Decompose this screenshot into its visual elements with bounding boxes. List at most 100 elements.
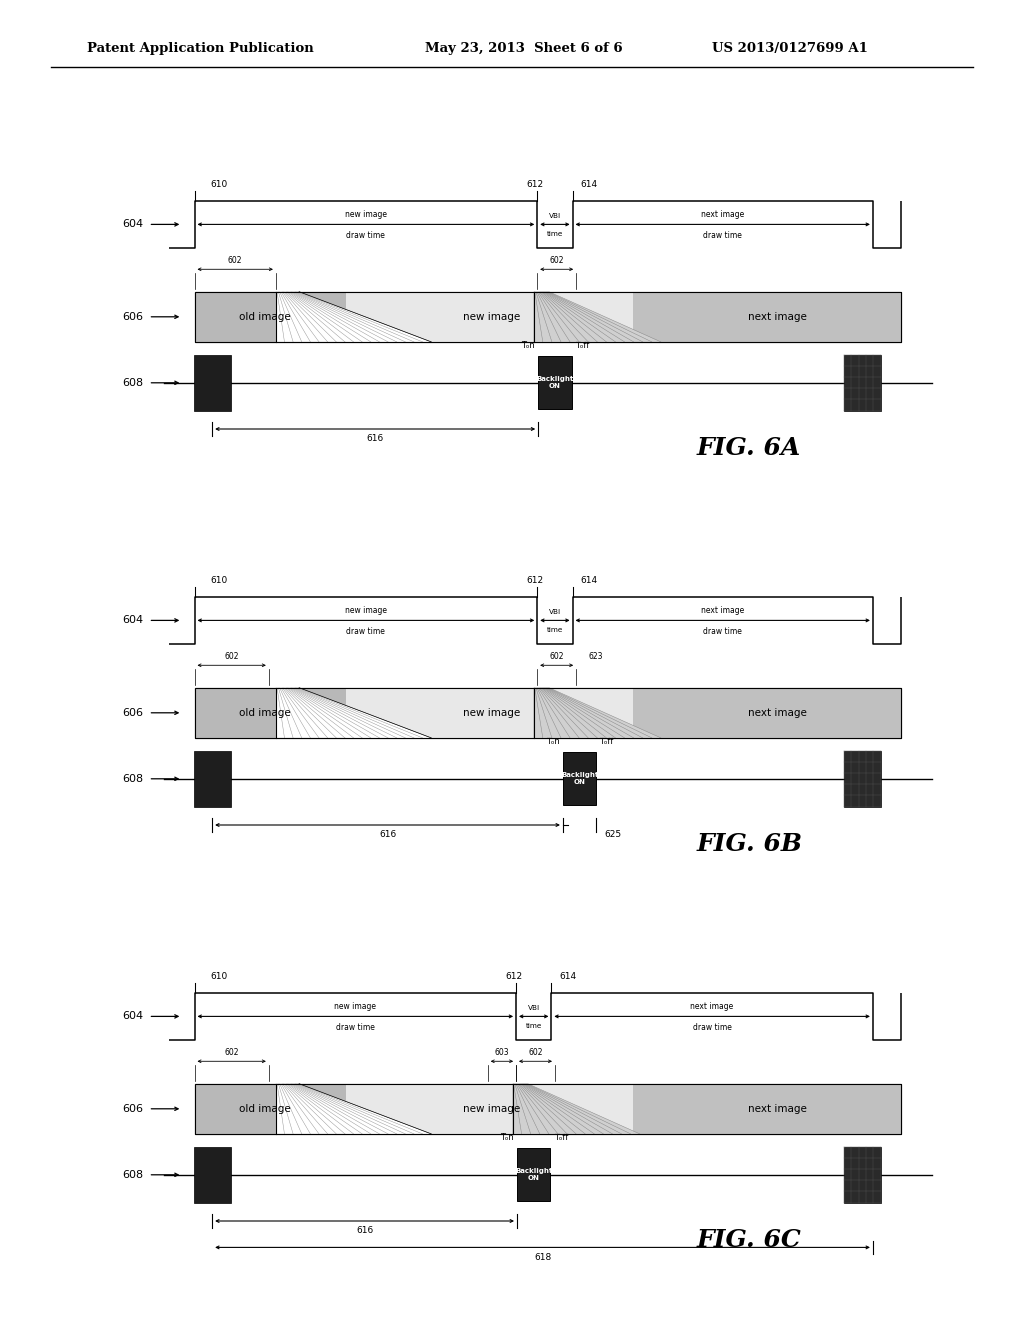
Text: US 2013/0127699 A1: US 2013/0127699 A1 bbox=[712, 42, 867, 55]
Bar bbox=[539, 356, 571, 409]
Text: 602: 602 bbox=[228, 256, 243, 265]
Bar bbox=[633, 688, 901, 738]
Text: new image: new image bbox=[463, 708, 520, 718]
Text: time: time bbox=[525, 1023, 542, 1030]
Text: 602: 602 bbox=[550, 652, 564, 661]
Bar bbox=[844, 751, 881, 807]
Bar bbox=[633, 1084, 901, 1134]
Text: 616: 616 bbox=[367, 434, 384, 444]
Polygon shape bbox=[275, 1084, 431, 1134]
Bar bbox=[195, 688, 346, 738]
Text: 618: 618 bbox=[534, 1253, 551, 1262]
Text: 606: 606 bbox=[122, 312, 143, 322]
Text: draw time: draw time bbox=[346, 627, 385, 636]
Text: time: time bbox=[547, 231, 563, 238]
Text: old image: old image bbox=[240, 312, 291, 322]
Text: 610: 610 bbox=[211, 576, 228, 585]
Text: 612: 612 bbox=[526, 180, 544, 189]
Polygon shape bbox=[513, 1084, 640, 1134]
Text: 614: 614 bbox=[559, 972, 577, 981]
Text: Tₒff: Tₒff bbox=[554, 1133, 568, 1142]
Bar bbox=[194, 1147, 230, 1203]
Bar bbox=[563, 752, 596, 805]
Text: old image: old image bbox=[240, 708, 291, 718]
Text: Tₒn: Tₒn bbox=[521, 341, 536, 350]
Text: 602: 602 bbox=[528, 1048, 543, 1057]
Text: new image: new image bbox=[463, 1104, 520, 1114]
Text: Tₒff: Tₒff bbox=[574, 341, 589, 350]
Bar bbox=[195, 292, 901, 342]
Text: 604: 604 bbox=[122, 1011, 143, 1022]
Text: Tₒff: Tₒff bbox=[599, 737, 613, 746]
Text: new image: new image bbox=[345, 210, 387, 219]
Bar bbox=[844, 1147, 881, 1203]
Text: VBI: VBI bbox=[549, 213, 561, 219]
Text: 602: 602 bbox=[224, 652, 239, 661]
Text: Tₒn: Tₒn bbox=[546, 737, 560, 746]
Text: 612: 612 bbox=[526, 576, 544, 585]
Bar bbox=[195, 688, 901, 738]
Text: draw time: draw time bbox=[336, 1023, 375, 1032]
Text: draw time: draw time bbox=[703, 627, 742, 636]
Text: FIG. 6B: FIG. 6B bbox=[696, 832, 803, 855]
Text: Tₒn: Tₒn bbox=[500, 1133, 514, 1142]
Text: draw time: draw time bbox=[703, 231, 742, 240]
Bar bbox=[517, 1148, 551, 1201]
Text: 606: 606 bbox=[122, 1104, 143, 1114]
Text: FIG. 6C: FIG. 6C bbox=[696, 1228, 801, 1251]
Text: Backlight
ON: Backlight ON bbox=[537, 376, 573, 389]
Text: 604: 604 bbox=[122, 615, 143, 626]
Text: 610: 610 bbox=[211, 180, 228, 189]
Text: 614: 614 bbox=[581, 576, 598, 585]
Polygon shape bbox=[275, 688, 431, 738]
Polygon shape bbox=[534, 688, 660, 738]
Text: next image: next image bbox=[749, 708, 807, 718]
Bar bbox=[195, 1084, 346, 1134]
Text: 608: 608 bbox=[122, 378, 143, 388]
Polygon shape bbox=[275, 292, 431, 342]
Text: 608: 608 bbox=[122, 1170, 143, 1180]
Bar bbox=[195, 292, 346, 342]
Text: May 23, 2013  Sheet 6 of 6: May 23, 2013 Sheet 6 of 6 bbox=[425, 42, 623, 55]
Bar bbox=[346, 688, 633, 738]
Text: new image: new image bbox=[463, 312, 520, 322]
Bar bbox=[195, 1084, 901, 1134]
Text: 608: 608 bbox=[122, 774, 143, 784]
Text: FIG. 6A: FIG. 6A bbox=[696, 436, 801, 459]
Text: time: time bbox=[547, 627, 563, 634]
Bar bbox=[195, 292, 901, 342]
Text: 604: 604 bbox=[122, 219, 143, 230]
Text: new image: new image bbox=[334, 1002, 376, 1011]
Text: new image: new image bbox=[345, 606, 387, 615]
Bar bbox=[195, 1084, 901, 1134]
Text: 610: 610 bbox=[211, 972, 228, 981]
Polygon shape bbox=[534, 292, 660, 342]
Text: Backlight
ON: Backlight ON bbox=[561, 772, 598, 785]
Text: 602: 602 bbox=[224, 1048, 239, 1057]
Bar bbox=[346, 1084, 633, 1134]
Text: 614: 614 bbox=[581, 180, 598, 189]
Bar bbox=[844, 355, 881, 411]
Bar bbox=[346, 292, 633, 342]
Bar bbox=[195, 688, 901, 738]
Text: 625: 625 bbox=[604, 830, 622, 840]
Bar bbox=[194, 751, 230, 807]
Text: 602: 602 bbox=[550, 256, 564, 265]
Text: Patent Application Publication: Patent Application Publication bbox=[87, 42, 313, 55]
Text: 623: 623 bbox=[589, 652, 603, 661]
Bar bbox=[633, 292, 901, 342]
Text: 606: 606 bbox=[122, 708, 143, 718]
Text: next image: next image bbox=[701, 210, 744, 219]
Text: 612: 612 bbox=[506, 972, 522, 981]
Text: 616: 616 bbox=[356, 1226, 373, 1236]
Text: draw time: draw time bbox=[692, 1023, 731, 1032]
Text: VBI: VBI bbox=[527, 1005, 540, 1011]
Text: 603: 603 bbox=[495, 1048, 509, 1057]
Text: 616: 616 bbox=[379, 830, 396, 840]
Text: draw time: draw time bbox=[346, 231, 385, 240]
Text: VBI: VBI bbox=[549, 609, 561, 615]
Text: next image: next image bbox=[749, 312, 807, 322]
Text: next image: next image bbox=[690, 1002, 734, 1011]
Bar bbox=[194, 355, 230, 411]
Text: next image: next image bbox=[701, 606, 744, 615]
